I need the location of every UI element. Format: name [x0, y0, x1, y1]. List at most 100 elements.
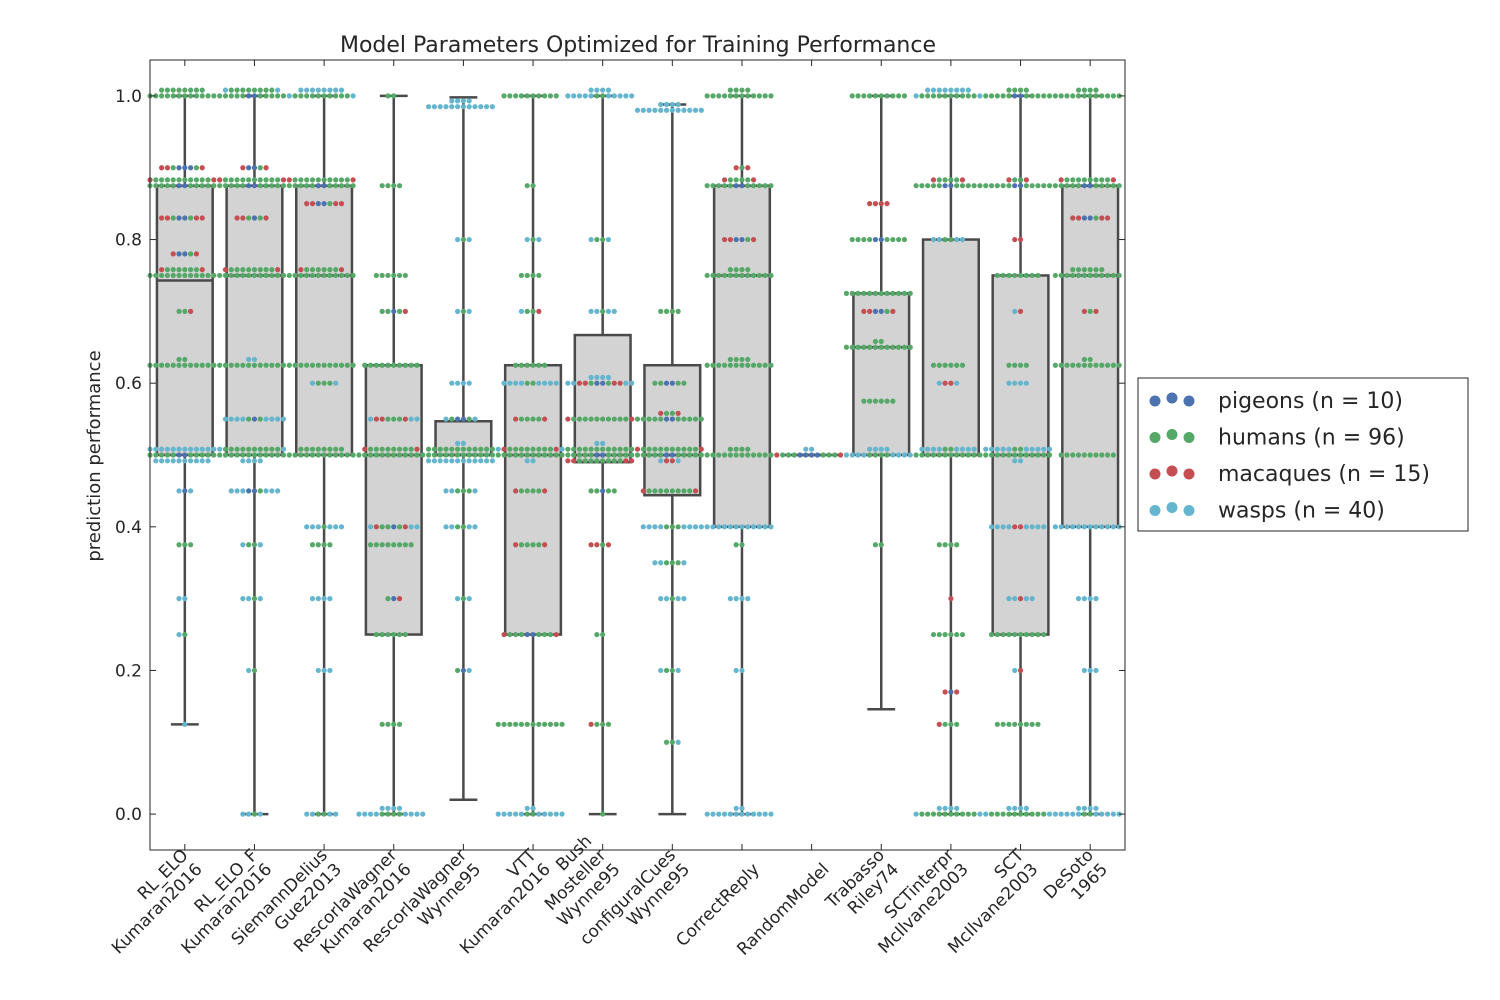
data-point [489, 104, 495, 110]
data-point [304, 183, 310, 189]
x-tick-label: DeSoto1965 [1040, 845, 1112, 917]
swarm-0 [147, 87, 217, 727]
data-point [309, 524, 316, 530]
data-point [257, 542, 263, 548]
data-point [617, 416, 623, 422]
data-point [292, 177, 298, 183]
data-point [663, 416, 670, 422]
data-point [692, 107, 699, 113]
data-point [675, 488, 681, 494]
data-point [1104, 93, 1111, 99]
data-point [768, 524, 774, 530]
data-point [1070, 183, 1076, 189]
data-point [182, 93, 188, 99]
data-point [930, 811, 937, 817]
data-point [257, 446, 263, 452]
data-point [182, 215, 188, 221]
data-point [454, 667, 461, 674]
data-point [298, 446, 304, 452]
data-point [733, 811, 739, 817]
data-point [710, 452, 716, 458]
data-point [669, 596, 675, 602]
data-point [454, 524, 461, 530]
data-point [449, 446, 455, 452]
data-point [1017, 93, 1024, 99]
data-point [745, 524, 751, 530]
data-point [890, 452, 896, 458]
data-point [478, 458, 484, 464]
data-point [1035, 272, 1041, 279]
data-point [472, 446, 478, 452]
data-point [948, 631, 954, 638]
data-point [362, 362, 368, 368]
data-point [547, 380, 554, 386]
data-point [321, 811, 327, 817]
data-point [971, 452, 977, 458]
data-point [675, 560, 681, 566]
data-point [164, 446, 171, 452]
data-point [1110, 183, 1116, 189]
data-point [988, 524, 995, 530]
data-point [176, 458, 182, 464]
data-point [176, 446, 182, 452]
data-point [379, 308, 385, 314]
data-point [338, 87, 345, 93]
data-point [658, 107, 664, 113]
data-point [780, 452, 786, 458]
data-point [385, 183, 391, 189]
data-point [942, 87, 948, 93]
data-point [704, 524, 710, 530]
data-point [1081, 177, 1087, 183]
data-point [1093, 183, 1099, 189]
data-point [443, 416, 449, 422]
data-point [170, 362, 176, 368]
data-point [884, 308, 890, 314]
data-point [280, 446, 287, 452]
data-point [588, 452, 594, 458]
data-point [594, 721, 600, 727]
data-point [727, 272, 733, 279]
data-point [663, 380, 670, 386]
data-point [675, 410, 681, 416]
data-point [1017, 596, 1024, 602]
data-point [1023, 631, 1029, 638]
data-point [263, 183, 269, 189]
data-point [501, 721, 507, 727]
data-point [1104, 524, 1111, 530]
data-point [437, 452, 443, 458]
data-point [414, 452, 420, 458]
data-point [246, 356, 252, 363]
data-point [791, 452, 797, 458]
data-point [251, 458, 258, 464]
data-point [356, 811, 362, 817]
data-point [1000, 272, 1006, 279]
data-point [1035, 452, 1041, 458]
data-point [333, 183, 339, 189]
data-point [385, 446, 391, 452]
data-point [170, 177, 176, 183]
data-point [727, 446, 733, 452]
data-point [1081, 93, 1087, 99]
data-point [1017, 87, 1024, 93]
data-point [959, 811, 966, 817]
data-point [298, 272, 304, 279]
data-point [379, 416, 385, 422]
data-point [658, 416, 664, 422]
data-point [896, 93, 902, 99]
data-point [263, 488, 269, 494]
data-point [1006, 183, 1012, 189]
data-point [385, 542, 391, 548]
data-point [315, 446, 321, 452]
data-point [727, 362, 733, 368]
data-point [1087, 183, 1093, 189]
data-point [936, 721, 942, 727]
data-point [385, 631, 391, 638]
data-point [942, 689, 948, 695]
data-point [460, 446, 466, 452]
data-point [1099, 524, 1105, 530]
data-point [217, 183, 223, 189]
data-point [588, 87, 594, 93]
data-point [681, 416, 687, 422]
data-point [513, 416, 519, 422]
data-point [669, 560, 675, 566]
